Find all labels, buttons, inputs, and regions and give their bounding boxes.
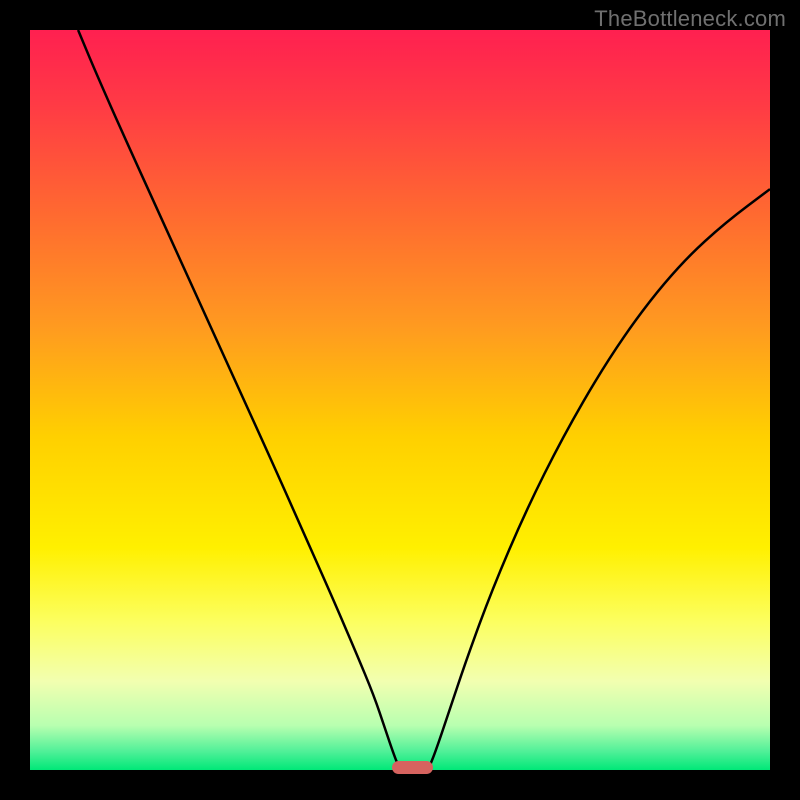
curve-left-branch — [78, 30, 398, 766]
curve-right-branch — [430, 189, 770, 766]
watermark-text: TheBottleneck.com — [594, 6, 786, 32]
bottleneck-curve — [30, 30, 770, 770]
outer-frame: TheBottleneck.com — [0, 0, 800, 800]
optimal-marker — [392, 761, 433, 774]
plot-area — [30, 30, 770, 770]
